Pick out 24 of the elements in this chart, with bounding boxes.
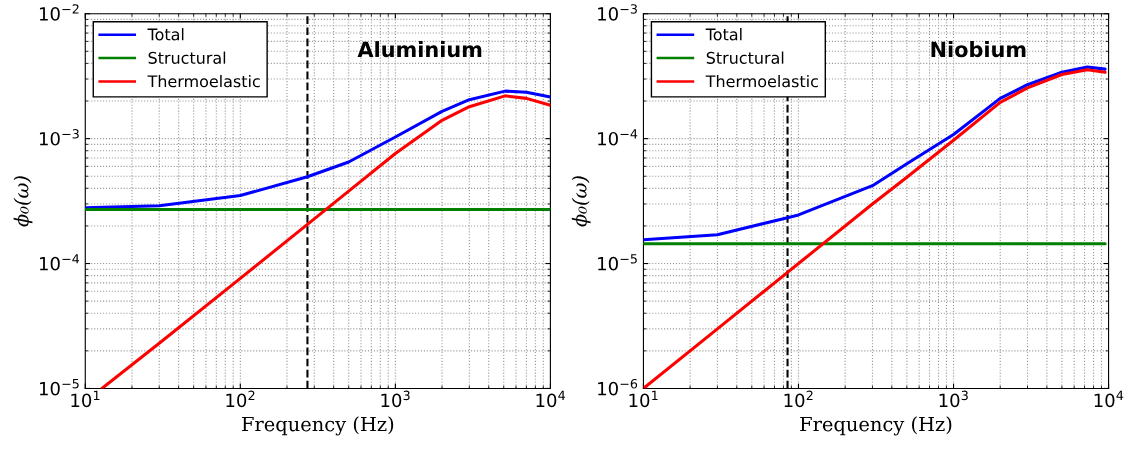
y-tick-label: 10$^{−3}$ (598, 4, 637, 21)
legend-label: Total (147, 28, 184, 41)
x-tick-label: 10$^{2}$ (784, 390, 813, 408)
x-tick-label: 10$^{4}$ (1094, 390, 1124, 408)
y-tick-label: 10$^{−5}$ (598, 254, 637, 271)
y-tick-label: 10$^{−4}$ (598, 129, 638, 146)
legend-label: Thermoelastic (147, 74, 260, 88)
y-tick-label: 10$^{−3}$ (39, 129, 79, 146)
x-axis-title: Frequency (Hz) (242, 416, 394, 436)
text: Aluminium (357, 41, 482, 58)
legend-label: Total (705, 28, 742, 41)
text: Niobium (931, 41, 1026, 58)
x-tick-label: 10$^{3}$ (939, 390, 968, 408)
legend-label: Structural (706, 51, 784, 64)
legend-label: Thermoelastic (705, 74, 818, 88)
x-tick-label: 10$^{4}$ (536, 390, 565, 408)
x-axis-title: Frequency (Hz) (800, 416, 952, 436)
y-axis-title: ϕ₀(ω) (13, 176, 33, 227)
legend-label: Structural (148, 51, 226, 64)
y-tick-label: 10$^{−4}$ (39, 254, 80, 271)
x-tick-label: 10$^{2}$ (226, 390, 255, 408)
y-axis-title: ϕ₀(ω) (571, 176, 591, 227)
y-tick-label: 10$^{−2}$ (39, 4, 79, 21)
x-tick-label: 10$^{3}$ (381, 390, 410, 408)
